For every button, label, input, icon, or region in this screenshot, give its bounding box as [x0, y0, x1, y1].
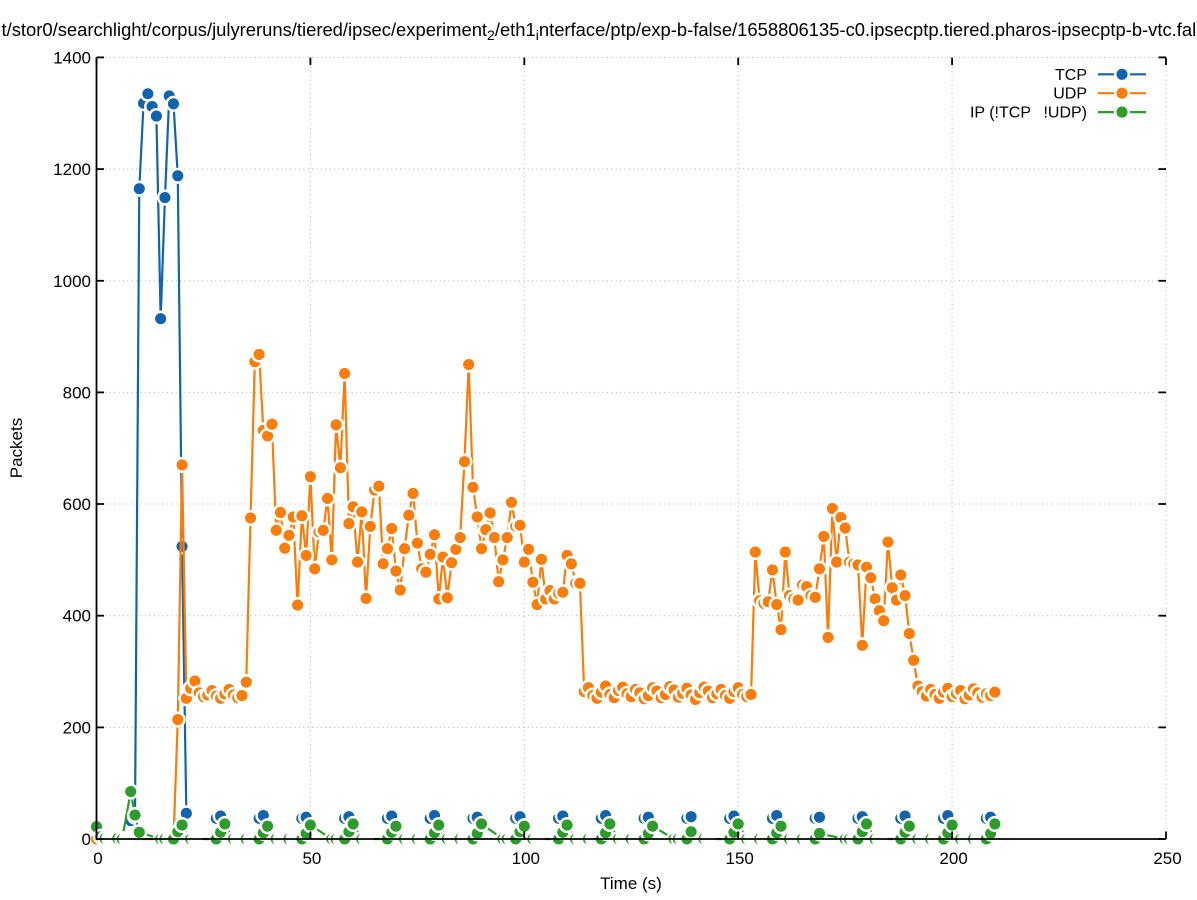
svg-text:200: 200	[939, 849, 967, 868]
svg-text:200: 200	[63, 718, 91, 737]
svg-text:0: 0	[93, 849, 102, 868]
svg-text:50: 50	[302, 849, 321, 868]
svg-text:IP (!TCP !UDP): IP (!TCP !UDP)	[970, 105, 1087, 122]
svg-text:1400: 1400	[53, 48, 91, 67]
svg-text:250: 250	[1153, 849, 1181, 868]
svg-text:Packets: Packets	[7, 418, 26, 478]
svg-text:0: 0	[82, 830, 91, 849]
svg-text:1000: 1000	[53, 272, 91, 291]
svg-text:800: 800	[63, 383, 91, 402]
svg-text:TCP: TCP	[1055, 67, 1087, 84]
svg-text:t/stor0/searchlight/corpus/jul: t/stor0/searchlight/corpus/julyreruns/ti…	[2, 19, 1197, 43]
svg-text:150: 150	[726, 849, 754, 868]
svg-text:400: 400	[63, 607, 91, 626]
svg-text:UDP: UDP	[1053, 86, 1087, 103]
svg-text:600: 600	[63, 495, 91, 514]
svg-text:1200: 1200	[53, 160, 91, 179]
svg-text:100: 100	[512, 849, 540, 868]
svg-text:Time (s): Time (s)	[600, 874, 662, 893]
